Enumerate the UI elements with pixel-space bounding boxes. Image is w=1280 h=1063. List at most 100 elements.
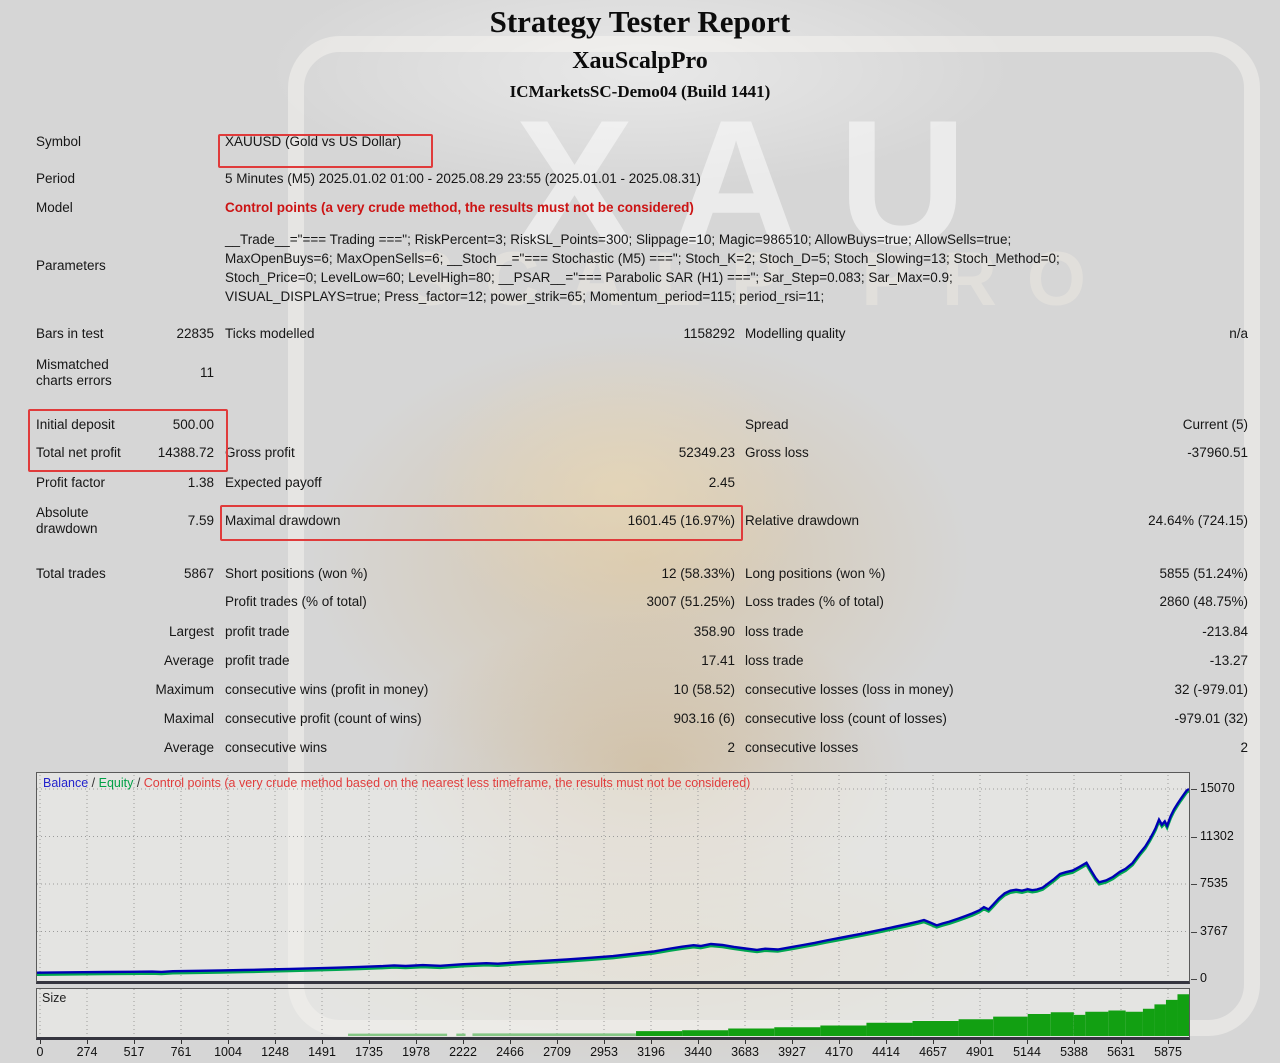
size-chart-panel: Size — [36, 988, 1190, 1040]
parameters-line: MaxOpenBuys=6; MaxOpenSells=6; __Stoch__… — [225, 251, 1060, 266]
profit-factor-value: 1.38 — [187, 475, 214, 490]
x-axis-label: 1978 — [402, 1045, 430, 1059]
x-axis-tick — [369, 1040, 370, 1044]
x-axis-tick — [1027, 1040, 1028, 1044]
largest-prefix: Largest — [168, 624, 214, 639]
quality-value: n/a — [1229, 326, 1248, 341]
x-axis-label: 2709 — [543, 1045, 571, 1059]
maximal-loss-value: -979.01 (32) — [1174, 711, 1248, 726]
gross-profit-value: 52349.23 — [678, 445, 735, 460]
x-axis-tick — [87, 1040, 88, 1044]
x-axis-tick — [792, 1040, 793, 1044]
average-loss-value: -13.27 — [1209, 653, 1248, 668]
y-axis-tick — [1191, 789, 1197, 790]
mismatch-label: Mismatched charts errors — [36, 357, 112, 388]
symbol-label: Symbol — [36, 134, 82, 149]
y-axis-tick — [1191, 884, 1197, 885]
x-axis-label: 5875 — [1154, 1045, 1182, 1059]
x-axis-label: 4414 — [872, 1045, 900, 1059]
balance-equity-chart — [36, 775, 1190, 979]
x-axis-label: 2953 — [590, 1045, 618, 1059]
x-axis-tick — [886, 1040, 887, 1044]
maximum-losses-value: 32 (-979.01) — [1174, 682, 1248, 697]
x-axis-tick — [322, 1040, 323, 1044]
short-positions-value: 12 (58.33%) — [661, 566, 735, 581]
x-axis-label: 5631 — [1107, 1045, 1135, 1059]
x-axis-label: 1004 — [214, 1045, 242, 1059]
absolute-drawdown-label: Absolute drawdown — [36, 505, 98, 536]
x-axis-label: 5144 — [1013, 1045, 1041, 1059]
x-axis-tick — [745, 1040, 746, 1044]
x-axis-tick — [510, 1040, 511, 1044]
legend-model-note: Control points (a very crude method base… — [143, 776, 751, 790]
y-axis-label: 3767 — [1200, 923, 1228, 938]
model-label: Model — [36, 200, 73, 215]
total-trades-value: 5867 — [183, 566, 214, 581]
total-net-profit-label: Total net profit — [36, 445, 121, 460]
chart-legend: Balance / Equity / Control points (a ver… — [43, 776, 750, 790]
x-axis-label: 3440 — [684, 1045, 712, 1059]
x-axis-tick — [463, 1040, 464, 1044]
x-axis-label: 274 — [76, 1045, 98, 1059]
x-axis-tick — [228, 1040, 229, 1044]
y-axis-label: 11302 — [1200, 828, 1234, 843]
deposit-profit-highlight-box — [28, 409, 228, 472]
x-axis-label: 4901 — [966, 1045, 994, 1059]
x-axis-tick — [40, 1040, 41, 1044]
y-axis-label: 15070 — [1200, 781, 1235, 795]
x-axis-label: 3927 — [778, 1045, 806, 1059]
expected-payoff-value: 2.45 — [708, 475, 735, 490]
legend-separator: / — [133, 776, 144, 790]
maximum-wins-value: 10 (58.52) — [673, 682, 735, 697]
x-axis-label: 3683 — [731, 1045, 759, 1059]
x-axis-tick — [1074, 1040, 1075, 1044]
y-axis-tick — [1191, 931, 1197, 933]
maximal-profit-value: 903.16 (6) — [673, 711, 735, 726]
balance-equity-chart-panel: Balance / Equity / Control points (a ver… — [36, 772, 1190, 984]
model-value: Control points (a very crude method, the… — [225, 200, 694, 215]
size-chart — [39, 989, 1189, 1037]
profit-factor-label: Profit factor — [36, 475, 106, 490]
parameters-label: Parameters — [36, 258, 106, 273]
parameters-line: __Trade__="=== Trading ==="; RiskPercent… — [225, 232, 1012, 247]
x-axis-label: 3196 — [637, 1045, 665, 1059]
initial-deposit-label: Initial deposit — [36, 417, 115, 432]
x-axis-label: 4170 — [825, 1045, 853, 1059]
profit-trades-value: 3007 (51.25%) — [646, 594, 735, 609]
x-axis-tick — [1121, 1040, 1122, 1044]
x-axis-tick — [980, 1040, 981, 1044]
largest-profit-value: 358.90 — [693, 624, 735, 639]
x-axis-tick — [933, 1040, 934, 1044]
maximal-drawdown-highlight-box — [220, 505, 743, 541]
y-axis-label: 7535 — [1200, 876, 1228, 890]
bars-value: 22835 — [176, 326, 214, 341]
avg-consecutive-losses-value: 2 — [1240, 740, 1248, 755]
period-value: 5 Minutes (M5) 2025.01.02 01:00 - 2025.0… — [225, 171, 701, 186]
x-axis-label: 1491 — [308, 1045, 336, 1059]
avg-consecutive-wins-value: 2 — [727, 740, 735, 755]
x-axis-label: 1735 — [355, 1045, 383, 1059]
bars-label: Bars in test — [36, 326, 104, 341]
relative-drawdown-value: 24.64% (724.15) — [1148, 513, 1248, 528]
loss-trades-value: 2860 (48.75%) — [1159, 594, 1248, 609]
parameters-value: __Trade__="=== Trading ==="; RiskPercent… — [225, 230, 1235, 306]
y-axis-tick — [1191, 836, 1197, 838]
x-axis-tick — [416, 1040, 417, 1044]
x-axis-label: 5388 — [1060, 1045, 1088, 1059]
absolute-drawdown-value: 7.59 — [187, 513, 214, 528]
gross-loss-value: -37960.51 — [1187, 445, 1248, 460]
legend-equity: Equity — [98, 776, 134, 790]
x-axis-tick — [698, 1040, 699, 1044]
x-axis-label: 1248 — [261, 1045, 289, 1059]
spread-value: Current (5) — [1182, 417, 1248, 432]
x-axis-tick — [275, 1040, 276, 1044]
avg-consecutive-prefix: Average — [163, 740, 214, 755]
x-axis-tick — [604, 1040, 605, 1044]
x-axis-tick — [651, 1040, 652, 1044]
legend-separator: / — [88, 776, 99, 790]
x-axis-label: 0 — [36, 1045, 44, 1059]
largest-loss-value: -213.84 — [1202, 624, 1248, 639]
y-axis-label: 0 — [1200, 971, 1207, 985]
average-profit-value: 17.41 — [701, 653, 735, 668]
